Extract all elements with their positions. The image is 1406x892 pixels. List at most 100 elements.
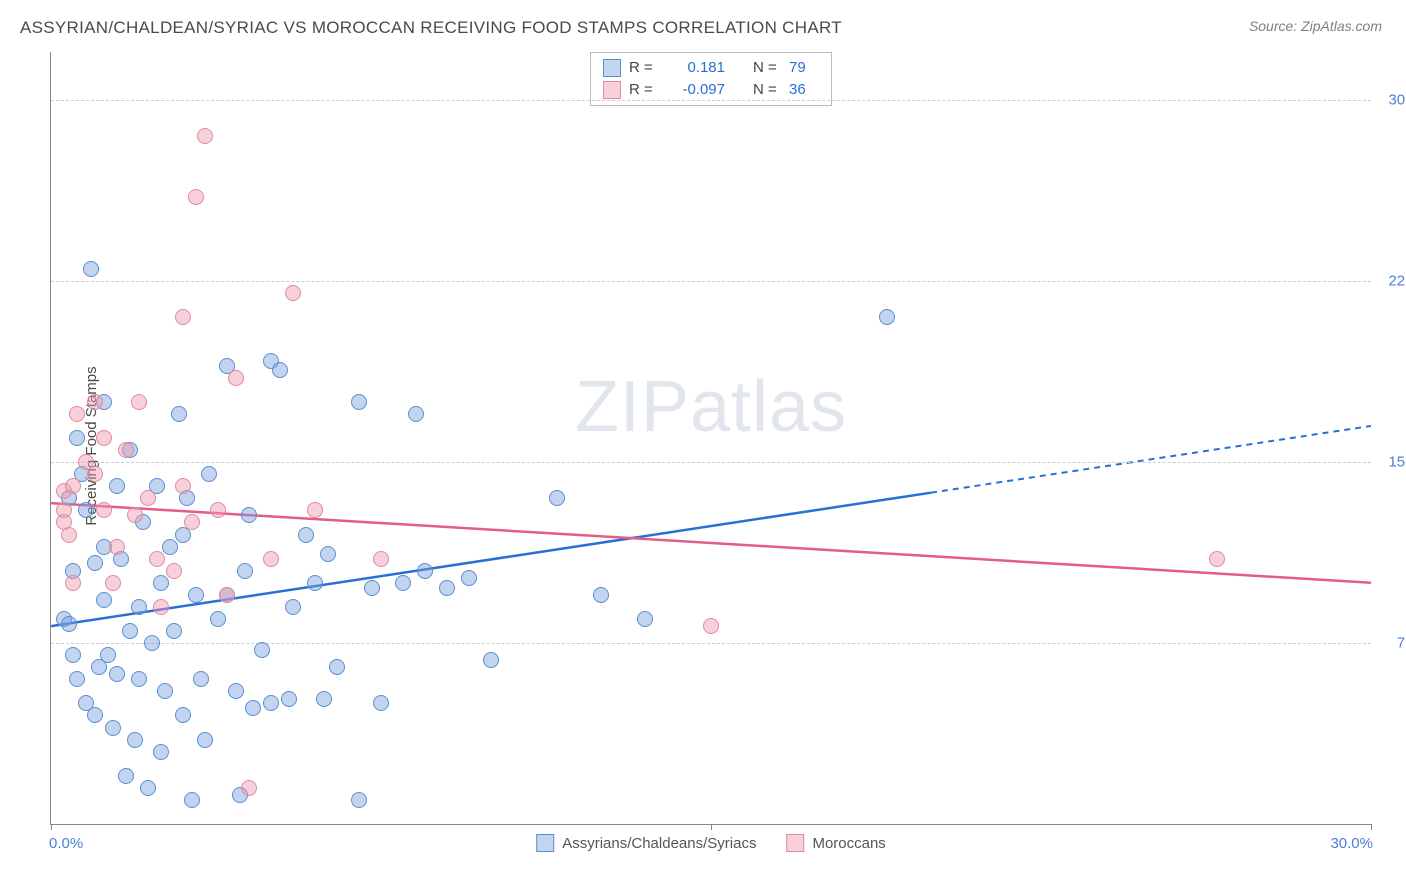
data-point (245, 700, 261, 716)
data-point (219, 587, 235, 603)
data-point (109, 539, 125, 555)
data-point (395, 575, 411, 591)
data-point (166, 623, 182, 639)
data-point (210, 611, 226, 627)
data-point (153, 575, 169, 591)
data-point (461, 570, 477, 586)
grid-line (51, 462, 1371, 463)
data-point (105, 575, 121, 591)
data-point (65, 575, 81, 591)
data-point (78, 502, 94, 518)
data-point (65, 478, 81, 494)
legend-n-value: 79 (789, 57, 819, 79)
data-point (316, 691, 332, 707)
grid-line (51, 281, 1371, 282)
data-point (122, 623, 138, 639)
data-point (69, 671, 85, 687)
legend-series-label: Moroccans (812, 835, 885, 852)
plot-area: ZIPatlas R =0.181N =79R =-0.097N =36 Ass… (50, 52, 1371, 825)
data-point (188, 189, 204, 205)
x-tick-label: 0.0% (49, 835, 83, 852)
data-point (879, 309, 895, 325)
data-point (281, 691, 297, 707)
data-point (408, 406, 424, 422)
data-point (175, 707, 191, 723)
data-point (549, 490, 565, 506)
data-point (263, 695, 279, 711)
data-point (307, 575, 323, 591)
legend-swatch (603, 81, 621, 99)
data-point (175, 478, 191, 494)
data-point (96, 592, 112, 608)
data-point (637, 611, 653, 627)
data-point (241, 507, 257, 523)
data-point (131, 394, 147, 410)
data-point (171, 406, 187, 422)
legend-series: Assyrians/Chaldeans/Syriacs Moroccans (536, 834, 886, 852)
data-point (87, 466, 103, 482)
data-point (87, 555, 103, 571)
data-point (307, 502, 323, 518)
data-point (285, 285, 301, 301)
data-point (188, 587, 204, 603)
data-point (373, 695, 389, 711)
data-point (153, 744, 169, 760)
x-tick-label: 30.0% (1330, 835, 1373, 852)
data-point (703, 618, 719, 634)
data-point (351, 792, 367, 808)
grid-line (51, 100, 1371, 101)
data-point (210, 502, 226, 518)
data-point (149, 551, 165, 567)
data-point (87, 394, 103, 410)
data-point (157, 683, 173, 699)
legend-correlation: R =0.181N =79R =-0.097N =36 (590, 52, 832, 106)
legend-row: R = -0.097 N = 36 (603, 79, 819, 101)
legend-n-label: N = (753, 79, 781, 101)
legend-series-item: Assyrians/Chaldeans/Syriacs (536, 834, 756, 852)
source-attribution: Source: ZipAtlas.com (1249, 18, 1382, 34)
data-point (237, 563, 253, 579)
legend-series-item: Moroccans (786, 834, 885, 852)
data-point (254, 642, 270, 658)
watermark: ZIPatlas (575, 366, 847, 448)
data-point (83, 261, 99, 277)
legend-swatch (536, 834, 554, 852)
data-point (131, 671, 147, 687)
data-point (228, 683, 244, 699)
legend-n-value: 36 (789, 79, 819, 101)
data-point (272, 362, 288, 378)
data-point (197, 732, 213, 748)
data-point (175, 309, 191, 325)
grid-line (51, 643, 1371, 644)
data-point (100, 647, 116, 663)
data-point (162, 539, 178, 555)
legend-r-label: R = (629, 57, 657, 79)
data-point (241, 780, 257, 796)
data-point (131, 599, 147, 615)
legend-n-label: N = (753, 57, 781, 79)
data-point (118, 768, 134, 784)
data-point (65, 647, 81, 663)
data-point (364, 580, 380, 596)
legend-r-value: -0.097 (665, 79, 725, 101)
x-tick-mark (1371, 824, 1372, 830)
data-point (483, 652, 499, 668)
legend-r-label: R = (629, 79, 657, 101)
legend-swatch (786, 834, 804, 852)
data-point (127, 732, 143, 748)
data-point (96, 430, 112, 446)
legend-swatch (603, 59, 621, 77)
data-point (140, 780, 156, 796)
data-point (320, 546, 336, 562)
x-tick-mark (51, 824, 52, 830)
data-point (329, 659, 345, 675)
data-point (96, 502, 112, 518)
data-point (144, 635, 160, 651)
data-point (166, 563, 182, 579)
data-point (197, 128, 213, 144)
data-point (373, 551, 389, 567)
legend-series-label: Assyrians/Chaldeans/Syriacs (562, 835, 756, 852)
data-point (105, 720, 121, 736)
data-point (351, 394, 367, 410)
data-point (69, 430, 85, 446)
